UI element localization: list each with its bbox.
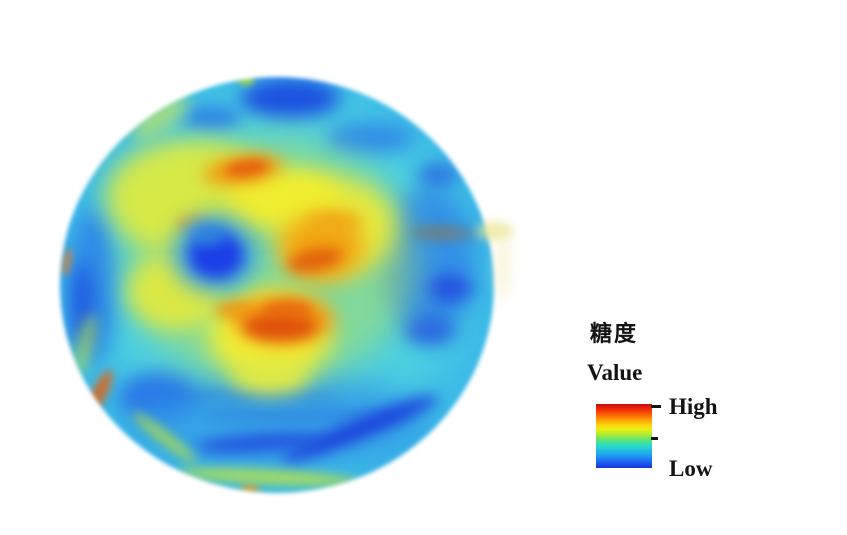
heat-blob-right-dark-spot xyxy=(428,274,472,302)
sugar-heatmap xyxy=(60,77,494,493)
heat-blob-edge-smudge-vertical xyxy=(496,230,510,300)
heat-blob-orange-right-upper xyxy=(309,212,361,232)
heat-blob-edge-smudge-horizontal xyxy=(477,222,513,240)
legend-high-label: High xyxy=(669,394,718,419)
heat-blob-bottom-edge-orange-dot xyxy=(240,485,260,493)
legend-title: 糖度 xyxy=(590,321,639,346)
heat-blob-top-right-blue xyxy=(325,122,415,154)
legend-subtitle: Value xyxy=(587,360,643,385)
heat-blob-yellow-bottom-tongue xyxy=(232,357,308,393)
heat-blob-bottom-right-dark xyxy=(405,315,455,345)
heat-blob-right-dark-upper xyxy=(418,163,458,187)
heat-blob-gray-streak-gray xyxy=(418,227,478,241)
heat-blob-top-speck xyxy=(238,77,254,85)
heat-blob-blue-streak-2 xyxy=(200,409,400,421)
legend-low-label: Low xyxy=(669,456,713,481)
heat-blob-left-edge-red xyxy=(83,367,117,417)
legend: 糖度 Value High Low xyxy=(585,310,800,505)
heat-blob-red-bottom xyxy=(244,314,316,340)
heat-blob-core-blue-soft xyxy=(190,224,226,246)
legend-colorbar xyxy=(596,404,652,468)
colorbar-tick-mid xyxy=(651,437,658,440)
heat-blob-red-bottom2 xyxy=(263,301,313,317)
colorbar-tick-high xyxy=(651,405,661,408)
heat-blob-top-left-blue xyxy=(182,105,242,131)
heat-blob-blue-streak-1 xyxy=(160,389,340,401)
heat-blob-top-dark-blue xyxy=(240,78,340,118)
